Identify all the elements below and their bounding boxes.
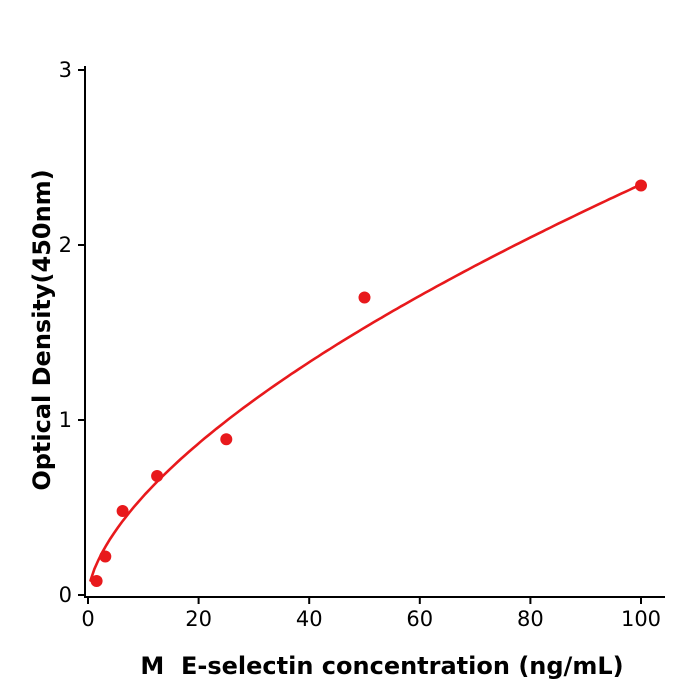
x-tick-label: 100 xyxy=(621,607,661,631)
y-tick-label: 3 xyxy=(59,58,72,82)
data-point xyxy=(635,179,647,192)
data-point xyxy=(358,291,371,304)
y-axis-label: Optical Density(450nm) xyxy=(28,169,56,491)
x-tick-label: 60 xyxy=(406,607,433,631)
x-tick-label: 0 xyxy=(81,607,94,631)
y-tick-label: 1 xyxy=(59,408,72,432)
data-point xyxy=(151,470,164,482)
x-tick-label: 20 xyxy=(185,607,212,631)
y-tick-label: 2 xyxy=(59,233,72,257)
fit-curve xyxy=(89,183,643,582)
x-axis-label: M E-selectin concentration (ng/mL) xyxy=(140,652,624,680)
x-tick-label: 80 xyxy=(517,607,544,631)
data-point xyxy=(99,550,112,563)
data-point xyxy=(220,433,233,446)
data-point xyxy=(116,505,129,517)
x-tick-label: 40 xyxy=(296,607,323,631)
data-point xyxy=(90,575,103,587)
y-tick-label: 0 xyxy=(59,583,72,607)
